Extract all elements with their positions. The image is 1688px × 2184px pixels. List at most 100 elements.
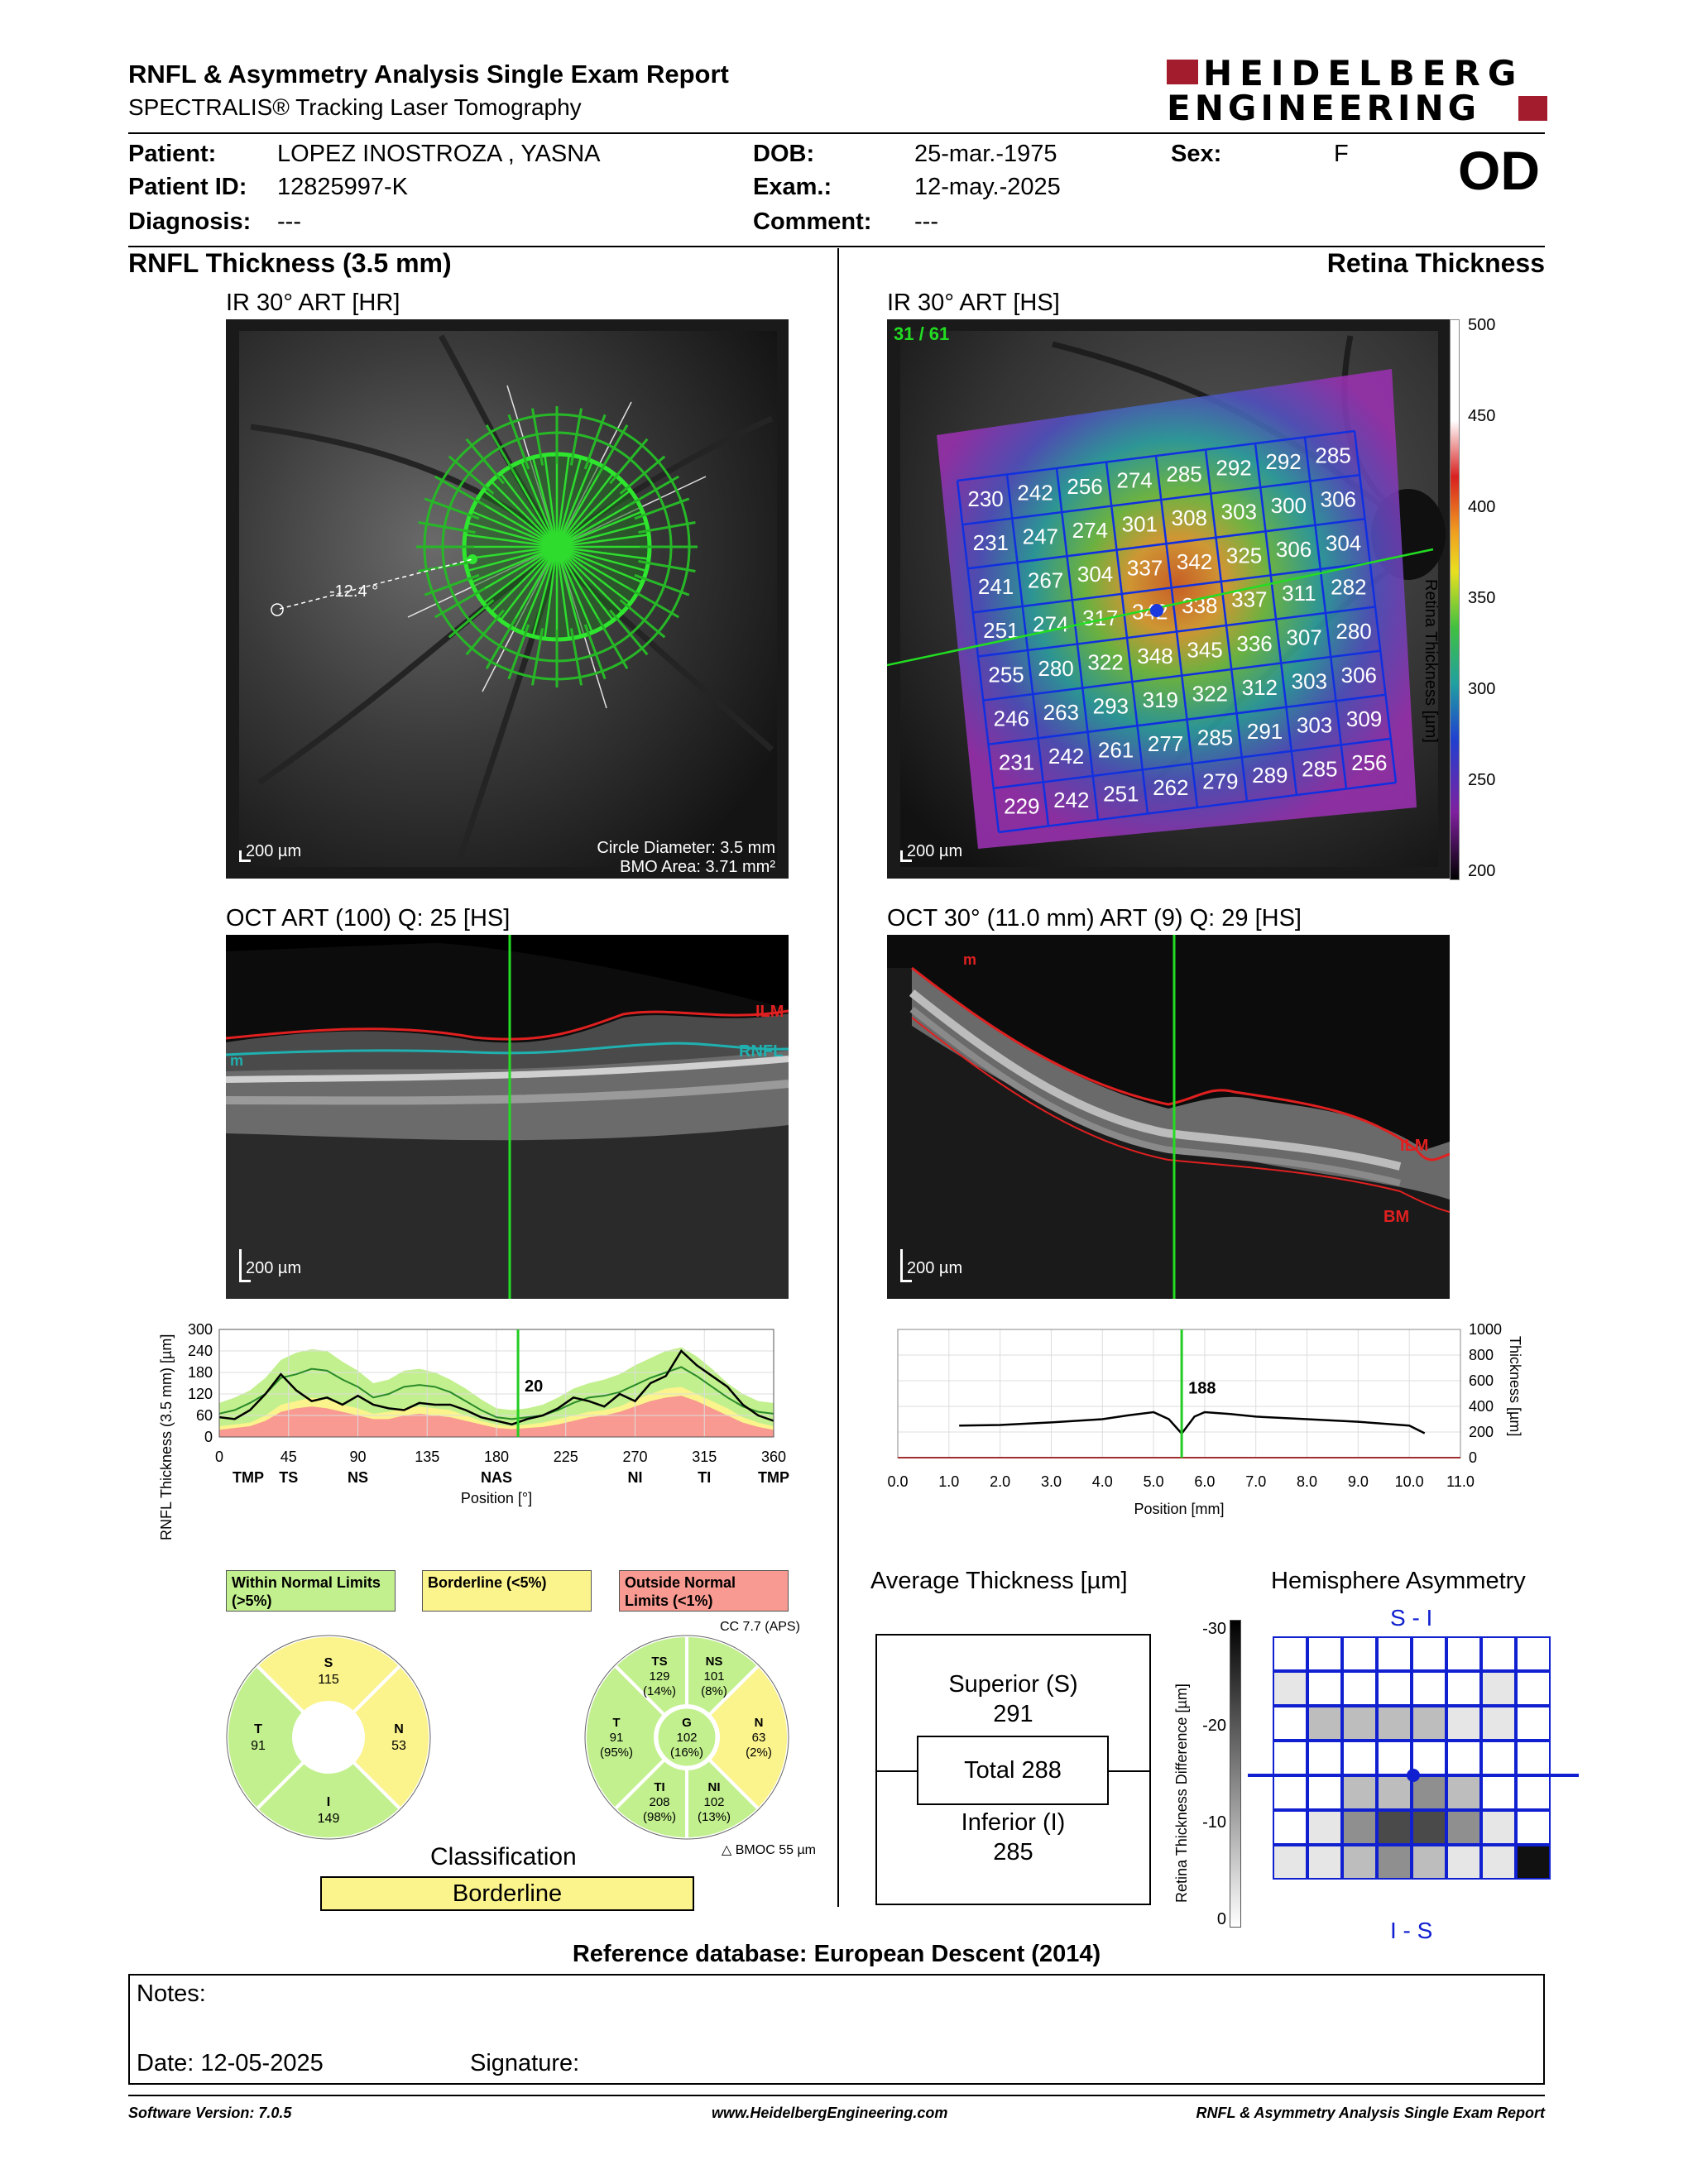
retina-y-tick: 1000: [1469, 1321, 1502, 1338]
rnfl-x-tick: 135: [415, 1449, 439, 1465]
ir-left-scale: 200 µm: [246, 842, 302, 860]
superior-label: Superior (S): [948, 1671, 1078, 1698]
colorbar-tick: 200: [1468, 862, 1496, 880]
rnfl-x-tick: 90: [349, 1449, 366, 1465]
inferior-label: Inferior (I): [961, 1809, 1066, 1836]
thickness-grid-value: 261: [1098, 738, 1134, 763]
asymmetry-cell: [1377, 1810, 1412, 1845]
thickness-grid-value: 291: [1247, 719, 1283, 744]
retina-x-tick: 2.0: [990, 1473, 1010, 1490]
asymmetry-cell: [1412, 1636, 1446, 1671]
thickness-grid-value: 304: [1077, 562, 1113, 587]
asymmetry-cell: [1342, 1775, 1377, 1810]
rnfl-profile-svg: 0 60 120 180 240 300 0 45 90 135 180 225 270 315 360 20…: [158, 1321, 789, 1540]
asymmetry-cell: [1273, 1775, 1307, 1810]
thickness-grid-value: 348: [1137, 644, 1172, 668]
thickness-grid-value: 255: [988, 662, 1024, 687]
etdrs-grid: 230 242 256 274 285 292 292 285 231 247 274 301 308 3…: [956, 429, 1398, 834]
thickness-grid-value: 285: [1166, 462, 1201, 486]
quad-value-T: 91: [251, 1739, 266, 1753]
quad-label-I: I: [327, 1795, 330, 1809]
sex-label: Sex:: [1171, 141, 1222, 167]
oct-right-ilm-label: ILM: [1400, 1137, 1429, 1155]
signature-label: Signature:: [470, 2050, 580, 2076]
rnfl-profile-chart: 0 60 120 180 240 300 0 45 90 135 180 225 270 315 360 20…: [153, 1320, 807, 1559]
six-value-TI: 208: [649, 1795, 669, 1809]
asymmetry-cell: [1342, 1671, 1377, 1706]
thickness-grid-value: 336: [1236, 631, 1272, 656]
rnfl-x-tick: 315: [692, 1449, 717, 1465]
thickness-grid-value: 279: [1202, 769, 1238, 794]
report-subtitle: SPECTRALIS® Tracking Laser Tomography: [128, 94, 582, 120]
asymmetry-cell: [1516, 1706, 1551, 1741]
onh-scan-pattern: [416, 406, 698, 687]
six-value-NS: 101: [703, 1669, 724, 1684]
thickness-grid-value: 303: [1297, 713, 1332, 738]
asymmetry-cell: [1377, 1671, 1412, 1706]
asymmetry-cell: [1446, 1775, 1481, 1810]
asymmetry-cell: [1412, 1845, 1446, 1880]
asymmetry-cell: [1481, 1810, 1516, 1845]
diagnosis-label: Diagnosis:: [128, 208, 252, 235]
ir-right-caption: IR 30° ART [HS]: [887, 290, 1060, 316]
rnfl-plot-frame: [218, 1329, 774, 1438]
rnfl-sector-label: NAS: [481, 1469, 512, 1486]
thickness-overlay: [937, 369, 1417, 849]
thickness-grid-value: 292: [1265, 449, 1301, 474]
oct-right-bm-label: BM: [1383, 1208, 1410, 1226]
rnfl-y-tick: 0: [204, 1429, 213, 1445]
retina-x-tick: 0.0: [887, 1473, 908, 1490]
ir-right-scale: 200 µm: [907, 842, 963, 860]
six-outline: [584, 1635, 789, 1840]
quad-label-S: S: [324, 1656, 333, 1670]
grid-line-v: [1204, 449, 1249, 802]
rnfl-normal-mean-line: [218, 1366, 774, 1420]
notes-box: [128, 1974, 1545, 2085]
header-divider-top: [128, 132, 1545, 134]
thickness-grid-value: 292: [1216, 455, 1251, 480]
reference-database: Reference database: European Descent (20…: [572, 1941, 1101, 1967]
retina-section-title: Retina Thickness: [1326, 248, 1545, 278]
thickness-grid-value: 263: [1043, 700, 1079, 725]
asymmetry-cell: [1342, 1810, 1377, 1845]
website-link[interactable]: www.HeidelbergEngineering.com: [712, 2105, 948, 2121]
rnfl-x-tick: 270: [622, 1449, 647, 1465]
colorbar-tick: 300: [1468, 680, 1496, 698]
six-label-NI: NI: [708, 1780, 721, 1794]
oct-left-scale-bar: [239, 1249, 242, 1282]
frame-counter: 31 / 61: [894, 323, 950, 344]
asymmetry-cell: [1481, 1775, 1516, 1810]
thickness-grid-value: 267: [1028, 568, 1063, 593]
ir-left-angle: -12.4 °: [329, 582, 379, 601]
exam-value: 12-may.-2025: [914, 174, 1061, 200]
retina-x-tick: 5.0: [1144, 1473, 1164, 1490]
rnfl-patient-line: [218, 1349, 774, 1426]
asymmetry-cell: [1412, 1741, 1446, 1775]
column-divider: [837, 248, 839, 1907]
asymmetry-cell: [1481, 1845, 1516, 1880]
classification-title: Classification: [430, 1843, 577, 1870]
rnfl-y-tick: 300: [188, 1321, 213, 1338]
oct-left-ilm-label: ILM: [755, 1003, 784, 1021]
rnfl-x-tick: 180: [484, 1449, 509, 1465]
asymmetry-cell: [1481, 1671, 1516, 1706]
diagnosis-value: ---: [277, 208, 301, 235]
eye-label: OD: [1458, 140, 1540, 201]
dob-label: DOB:: [753, 141, 815, 167]
retina-x-tick: 8.0: [1297, 1473, 1317, 1490]
asymmetry-bottom-label: I - S: [1390, 1918, 1433, 1943]
asymmetry-cell: [1342, 1706, 1377, 1741]
thickness-grid-value: 247: [1023, 524, 1058, 548]
comment-value: ---: [914, 208, 938, 235]
retina-x-label: Position [mm]: [1134, 1501, 1224, 1517]
asymmetry-cell: [1516, 1810, 1551, 1845]
logo-red-block-top: [1167, 60, 1198, 84]
quad-label-N: N: [394, 1722, 404, 1736]
thickness-grid-value: 251: [1103, 782, 1139, 807]
retina-y-tick: 600: [1469, 1372, 1494, 1389]
quad-outline: [226, 1635, 431, 1840]
thickness-grid-value: 304: [1326, 531, 1361, 556]
asymmetry-cell: [1273, 1810, 1307, 1845]
asymmetry-cell: [1377, 1775, 1412, 1810]
thickness-grid-value: 307: [1286, 625, 1321, 649]
